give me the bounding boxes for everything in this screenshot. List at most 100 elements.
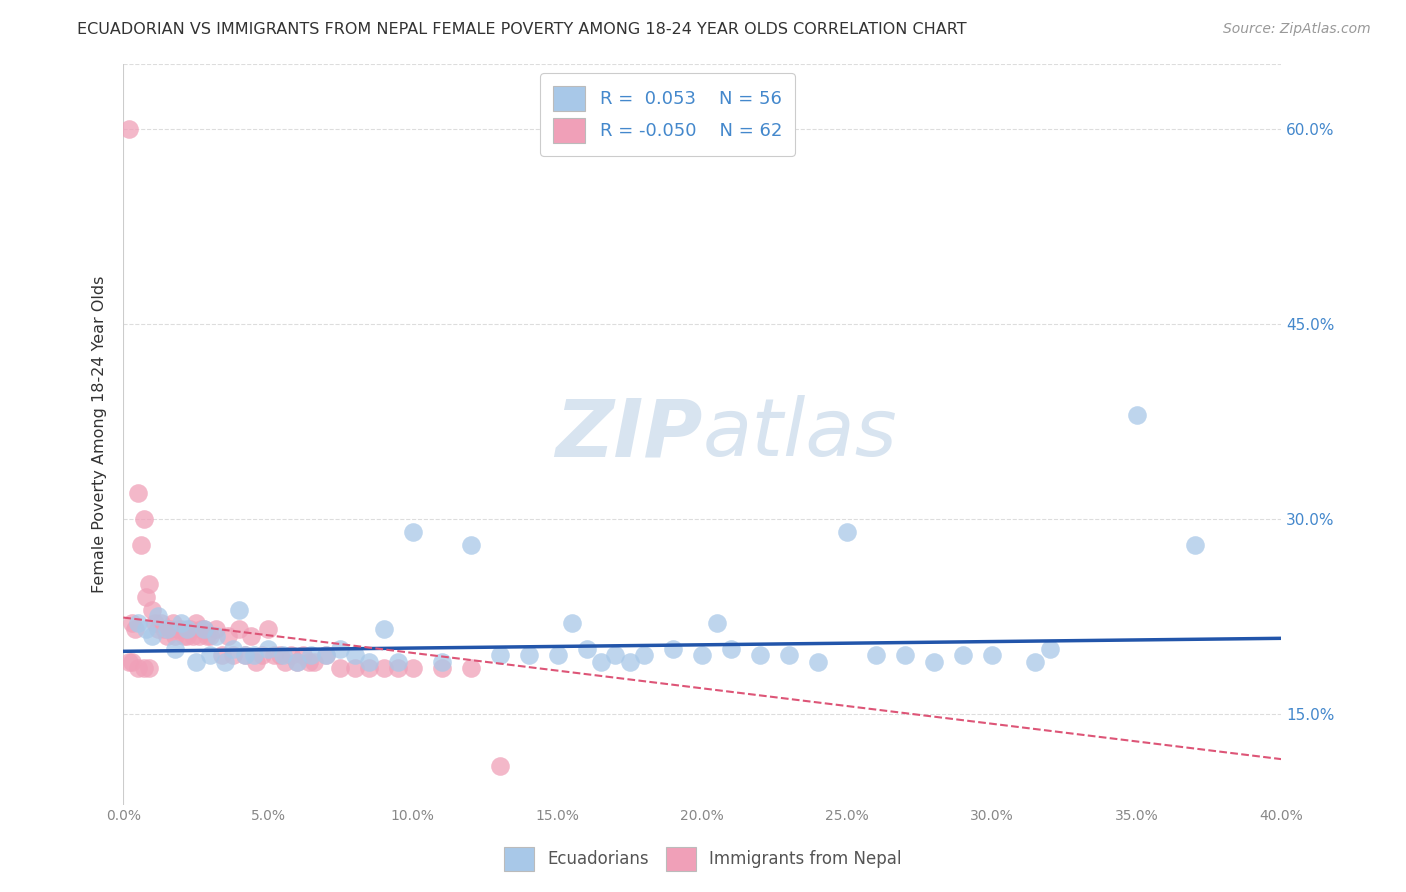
Point — [952, 648, 974, 663]
Point — [132, 512, 155, 526]
Point — [198, 629, 221, 643]
Point — [146, 609, 169, 624]
Point — [315, 648, 337, 663]
Point — [184, 655, 207, 669]
Point — [205, 622, 228, 636]
Point — [343, 661, 366, 675]
Point — [561, 615, 583, 630]
Point — [173, 629, 195, 643]
Point — [387, 655, 409, 669]
Point — [304, 655, 326, 669]
Point — [343, 648, 366, 663]
Point — [127, 485, 149, 500]
Point — [359, 655, 381, 669]
Point — [193, 622, 215, 636]
Point — [1039, 641, 1062, 656]
Point — [274, 655, 297, 669]
Point — [387, 661, 409, 675]
Point — [894, 648, 917, 663]
Point — [460, 538, 482, 552]
Point — [242, 648, 264, 663]
Point — [141, 603, 163, 617]
Point — [706, 615, 728, 630]
Point — [430, 655, 453, 669]
Point — [252, 648, 274, 663]
Text: ECUADORIAN VS IMMIGRANTS FROM NEPAL FEMALE POVERTY AMONG 18-24 YEAR OLDS CORRELA: ECUADORIAN VS IMMIGRANTS FROM NEPAL FEMA… — [77, 22, 967, 37]
Point — [720, 641, 742, 656]
Point — [138, 576, 160, 591]
Point — [291, 648, 314, 663]
Text: Source: ZipAtlas.com: Source: ZipAtlas.com — [1223, 22, 1371, 37]
Point — [181, 629, 204, 643]
Point — [165, 641, 187, 656]
Point — [807, 655, 830, 669]
Point — [297, 655, 319, 669]
Point — [835, 524, 858, 539]
Point — [922, 655, 945, 669]
Point — [488, 758, 510, 772]
Point — [1024, 655, 1046, 669]
Point — [257, 622, 280, 636]
Point — [170, 615, 193, 630]
Point — [430, 661, 453, 675]
Point — [156, 629, 179, 643]
Point — [179, 622, 201, 636]
Point — [159, 622, 181, 636]
Text: atlas: atlas — [703, 395, 897, 474]
Point — [187, 629, 209, 643]
Point — [176, 629, 198, 643]
Point — [1125, 408, 1147, 422]
Point — [156, 622, 179, 636]
Point — [124, 622, 146, 636]
Y-axis label: Female Poverty Among 18-24 Year Olds: Female Poverty Among 18-24 Year Olds — [93, 276, 107, 593]
Point — [176, 622, 198, 636]
Point — [269, 648, 291, 663]
Point — [135, 590, 157, 604]
Point — [165, 629, 187, 643]
Point — [228, 622, 250, 636]
Point — [865, 648, 887, 663]
Point — [118, 655, 141, 669]
Point — [633, 648, 655, 663]
Point — [167, 622, 190, 636]
Point — [121, 655, 143, 669]
Point — [980, 648, 1002, 663]
Point — [162, 615, 184, 630]
Point — [121, 615, 143, 630]
Point — [149, 615, 172, 630]
Point — [749, 648, 772, 663]
Point — [170, 622, 193, 636]
Point — [692, 648, 714, 663]
Point — [257, 641, 280, 656]
Point — [143, 615, 166, 630]
Point — [146, 622, 169, 636]
Legend: Ecuadorians, Immigrants from Nepal: Ecuadorians, Immigrants from Nepal — [496, 839, 910, 880]
Point — [132, 661, 155, 675]
Point — [547, 648, 569, 663]
Point — [517, 648, 540, 663]
Point — [193, 622, 215, 636]
Point — [359, 661, 381, 675]
Point — [329, 661, 352, 675]
Point — [488, 648, 510, 663]
Point — [233, 648, 256, 663]
Point — [460, 661, 482, 675]
Legend: R =  0.053    N = 56, R = -0.050    N = 62: R = 0.053 N = 56, R = -0.050 N = 62 — [540, 73, 794, 156]
Point — [329, 641, 352, 656]
Point — [214, 655, 236, 669]
Point — [263, 648, 285, 663]
Point — [373, 661, 395, 675]
Point — [402, 524, 425, 539]
Point — [271, 648, 294, 663]
Point — [138, 661, 160, 675]
Point — [217, 629, 239, 643]
Point — [127, 661, 149, 675]
Point — [190, 622, 212, 636]
Point — [402, 661, 425, 675]
Point — [575, 641, 598, 656]
Point — [285, 655, 308, 669]
Point — [662, 641, 685, 656]
Point — [222, 641, 245, 656]
Point — [280, 648, 302, 663]
Point — [589, 655, 612, 669]
